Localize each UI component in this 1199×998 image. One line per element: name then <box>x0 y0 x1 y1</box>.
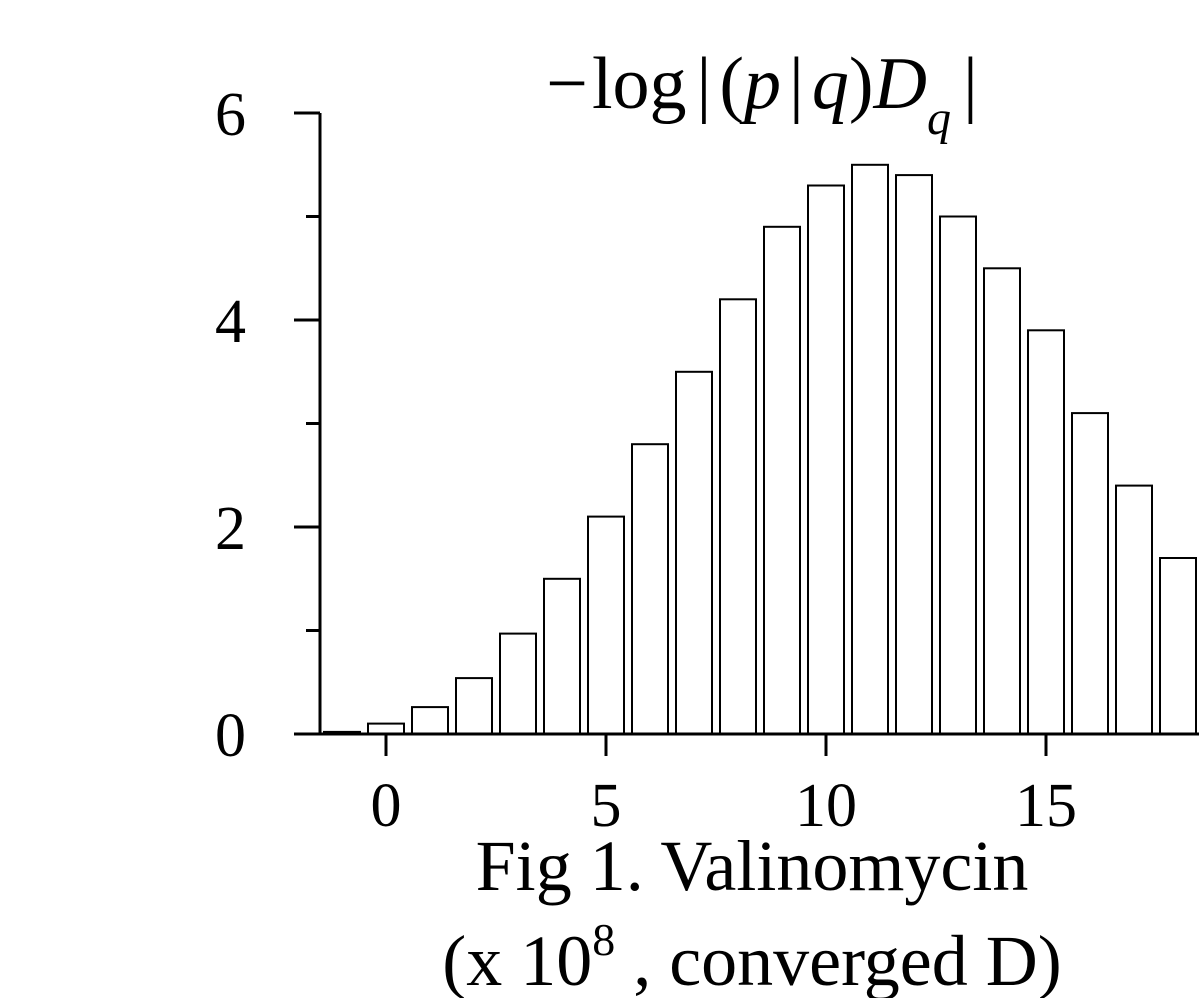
histogram-bar <box>455 677 493 735</box>
figure-caption-line-2: (x 108 , converged D) <box>442 914 1062 998</box>
chart-title: −log | (p | q)Dq | <box>546 43 978 145</box>
y-tick-label: 6 <box>215 81 246 149</box>
figure-caption-line-1: Fig 1. Valinomycin <box>476 826 1029 906</box>
histogram-bar <box>763 225 801 736</box>
histogram-bar <box>675 370 713 736</box>
x-tick-label: 10 <box>795 772 857 840</box>
y-tick-label: 4 <box>215 288 246 356</box>
histogram-bar <box>1159 557 1197 735</box>
histogram-bar <box>1027 329 1065 735</box>
x-tick-label: 0 <box>371 772 402 840</box>
histogram-bar <box>587 515 625 735</box>
histogram-bar <box>1071 412 1109 735</box>
histogram-bar <box>543 577 581 736</box>
x-tick-label: 5 <box>591 772 622 840</box>
histogram-bar <box>367 722 405 735</box>
chart-axes: 0 2 4 6 0 5 10 15 <box>215 81 1199 840</box>
histogram-bar <box>411 706 449 735</box>
histogram-bar <box>807 184 845 735</box>
histogram-bar <box>851 163 889 736</box>
x-tick-label: 15 <box>1015 772 1077 840</box>
histogram-bar <box>631 443 669 735</box>
y-tick-label: 2 <box>215 495 246 563</box>
histogram-bar <box>895 174 933 736</box>
histogram-bar <box>719 298 757 735</box>
histogram-bar <box>1115 484 1153 735</box>
y-tick-label: 0 <box>215 702 246 770</box>
histogram-bar <box>499 632 537 735</box>
bar-series <box>323 163 1197 736</box>
histogram-bar <box>939 215 977 735</box>
histogram-bar <box>983 267 1021 736</box>
